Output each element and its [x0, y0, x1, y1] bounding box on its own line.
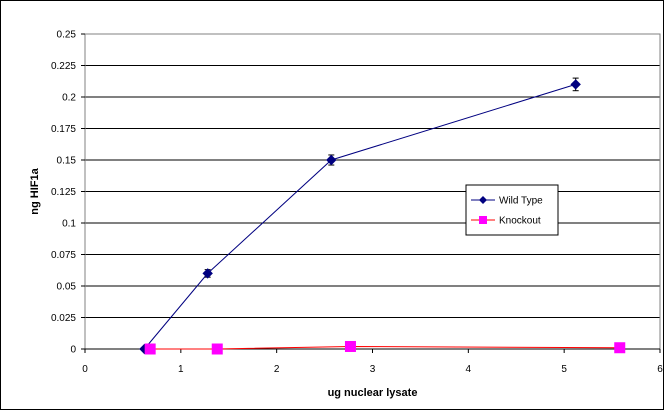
x-tick-label: 6: [657, 364, 663, 375]
series-line: [144, 83, 576, 350]
y-tick-label: 0.225: [51, 61, 76, 72]
gridlines: [85, 33, 660, 318]
x-axis-ticks: 0 1 2 3 4 5 6: [82, 348, 663, 375]
x-tick-label: 1: [178, 364, 184, 375]
y-axis-ticks: 0 0.025 0.05 0.075 0.1 0.125 0.15 0.175 0.2 0.225…: [51, 30, 85, 356]
y-tick-label: 0: [70, 345, 76, 356]
data-point: [614, 342, 626, 354]
legend-box: [465, 184, 559, 236]
series-knockout: [144, 340, 626, 355]
y-tick-label: 0.05: [57, 282, 77, 293]
data-point: [344, 340, 356, 352]
x-tick-label: 5: [561, 364, 567, 375]
legend-item: Knockout: [471, 216, 541, 227]
y-tick-label: 0.125: [51, 187, 76, 198]
y-tick-label: 0.175: [51, 124, 76, 135]
y-tick-label: 0.25: [57, 30, 77, 41]
legend-item: Wild Type: [471, 196, 543, 207]
x-tick-label: 3: [370, 364, 376, 375]
legend-marker: [479, 216, 487, 224]
legend-marker: [479, 196, 487, 204]
data-point: [144, 343, 156, 355]
x-axis-title: ug nuclear lysate: [328, 387, 418, 399]
y-tick-label: 0.2: [62, 93, 76, 104]
y-tick-label: 0.025: [51, 313, 76, 324]
y-tick-label: 0.075: [51, 250, 76, 261]
x-tick-label: 2: [274, 364, 280, 375]
y-tick-label: 0.1: [62, 219, 76, 230]
legend-label: Wild Type: [499, 196, 543, 207]
data-point: [326, 154, 337, 166]
y-axis-title: ng HIF1a: [29, 167, 41, 214]
data-point: [570, 79, 581, 90]
legend-label: Knockout: [499, 216, 541, 227]
x-tick-label: 0: [82, 364, 88, 375]
y-tick-label: 0.15: [57, 156, 77, 167]
data-point: [211, 343, 223, 355]
legend-items: Wild Type Knockout: [471, 196, 543, 227]
series-wild-type: [139, 77, 581, 355]
data-point: [202, 268, 213, 279]
series-layer: [139, 77, 626, 355]
legend: Wild Type Knockout: [465, 184, 559, 236]
x-tick-label: 4: [466, 364, 472, 375]
series-line: [150, 345, 620, 350]
